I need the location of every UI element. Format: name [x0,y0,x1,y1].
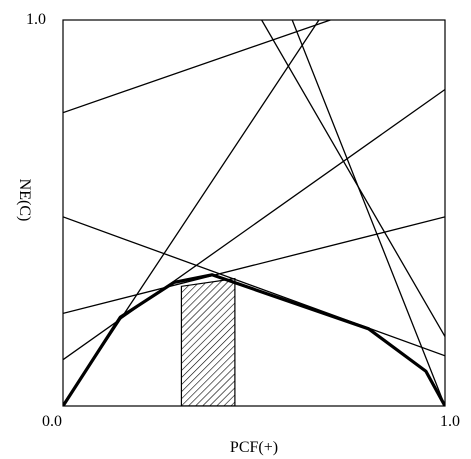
lower-envelope-line [63,273,445,406]
x-axis-label: PCF(+) [230,439,278,456]
cost-line-1 [63,20,331,114]
plot-frame [62,19,446,407]
x-tick-label-right: 1.0 [440,413,460,430]
y-tick-label-top: 1.0 [26,11,46,28]
cost-line-7 [291,20,445,406]
cost-line-2 [63,216,445,357]
cost-line-3 [63,216,445,314]
shaded-region [180,277,236,406]
y-axis-label: NE(C) [16,179,33,222]
cost-line-6 [261,20,445,337]
origin-tick-label: 0.0 [42,413,62,430]
